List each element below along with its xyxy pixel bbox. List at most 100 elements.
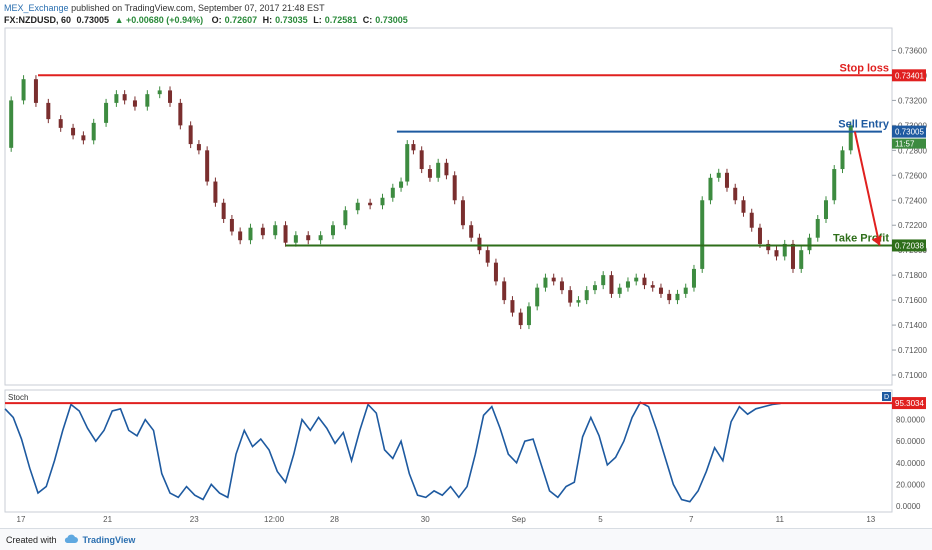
candle-body xyxy=(848,125,853,151)
candle-body xyxy=(248,227,253,241)
candle-body xyxy=(584,290,589,301)
candle-body xyxy=(568,290,573,303)
candle-body xyxy=(419,150,424,170)
candle-body xyxy=(518,312,523,326)
candle-body xyxy=(510,300,515,313)
candle-body xyxy=(436,162,441,178)
level-price-label: 0.73401 xyxy=(895,71,924,80)
candle-body xyxy=(543,277,548,288)
candle-body xyxy=(477,237,482,251)
candle-body xyxy=(733,187,738,201)
candle-body xyxy=(799,250,804,269)
oscillator-tick-label: 20.0000 xyxy=(896,480,925,489)
candle-body xyxy=(390,187,395,198)
candle-body xyxy=(675,293,680,301)
time-tick-label: 17 xyxy=(17,515,26,524)
candle-body xyxy=(399,181,404,188)
candle-body xyxy=(238,231,243,241)
candle-body xyxy=(452,175,457,201)
open-value: 0.72607 xyxy=(224,15,258,25)
oscillator-tick-label: 0.0000 xyxy=(896,502,921,511)
candle-body xyxy=(642,277,647,286)
candle-body xyxy=(741,200,746,213)
tradingview-brand-link[interactable]: TradingView xyxy=(82,534,136,545)
trade-arrow-shaft xyxy=(853,131,881,246)
price-tick-label: 0.71800 xyxy=(898,271,927,280)
low-label: L: xyxy=(313,15,322,25)
candle-body xyxy=(708,177,713,201)
candle-body xyxy=(559,281,564,291)
price-tick-label: 0.73200 xyxy=(898,96,927,105)
oscillator-name: Stoch xyxy=(8,393,28,402)
publish-line: MEX_Exchange published on TradingView.co… xyxy=(4,2,411,14)
candle-body xyxy=(782,243,787,257)
price-tick-label: 0.71000 xyxy=(898,371,927,380)
created-with-label: Created with xyxy=(6,534,57,545)
candle-body xyxy=(502,281,507,301)
candle-body xyxy=(405,144,410,182)
open-label: O: xyxy=(211,15,222,25)
candle-body xyxy=(168,90,173,103)
candle-body xyxy=(625,281,630,288)
time-tick-label: 5 xyxy=(598,515,603,524)
time-tick-label: 28 xyxy=(330,515,339,524)
candle-body xyxy=(683,287,688,294)
countdown-badge xyxy=(892,138,926,149)
time-tick-label: 21 xyxy=(103,515,112,524)
candle-body xyxy=(485,250,490,263)
candle-body xyxy=(380,197,385,206)
published-text: published on TradingView.com, September … xyxy=(71,3,325,13)
candle-body xyxy=(691,268,696,288)
candle-body xyxy=(306,235,311,241)
candle-body xyxy=(196,144,201,151)
candle-body xyxy=(71,127,76,136)
candle-body xyxy=(157,90,162,95)
candle-body xyxy=(145,94,150,107)
candle-body xyxy=(21,79,26,101)
time-tick-label: 13 xyxy=(866,515,875,524)
candle-body xyxy=(774,250,779,257)
price-tick-label: 0.72800 xyxy=(898,146,927,155)
author-link[interactable]: MEX_Exchange xyxy=(4,3,69,13)
candle-body xyxy=(790,243,795,269)
candle-body xyxy=(576,300,581,303)
price-tick-label: 0.72200 xyxy=(898,221,927,230)
candle-body xyxy=(221,202,226,219)
chart-header: MEX_Exchange published on TradingView.co… xyxy=(4,2,411,26)
candle-body xyxy=(460,200,465,226)
candle-body xyxy=(122,94,127,101)
chart-canvas[interactable]: 0.736000.734000.732000.730000.728000.726… xyxy=(0,0,932,528)
candle-body xyxy=(658,287,663,294)
price-tick-label: 0.71600 xyxy=(898,296,927,305)
candle-body xyxy=(667,293,672,301)
price-tick-label: 0.72600 xyxy=(898,171,927,180)
time-tick-label: 11 xyxy=(776,515,785,524)
level-price-badge xyxy=(892,69,926,82)
candle-body xyxy=(318,235,323,241)
candle-body xyxy=(205,150,210,182)
price-pane xyxy=(4,27,893,386)
stoch-value-badge xyxy=(892,397,926,410)
candle-body xyxy=(444,162,449,176)
candle-body xyxy=(273,225,278,236)
candle-body xyxy=(58,119,63,128)
candle-body xyxy=(178,102,183,126)
candle-body xyxy=(757,227,762,244)
last-price: 0.73005 xyxy=(76,15,110,25)
time-tick-label: 12:00 xyxy=(264,515,285,524)
candle-body xyxy=(411,144,416,151)
candle-body xyxy=(9,100,14,148)
level-annotation-1: Sell Entry xyxy=(838,119,890,131)
candle-body xyxy=(700,200,705,269)
price-change: ▲ +0.00680 (+0.94%) xyxy=(114,15,204,25)
candle-body xyxy=(609,275,614,294)
symbol-label[interactable]: FX:NZDUSD, 60 xyxy=(4,15,72,25)
candle-body xyxy=(81,135,86,141)
candle-body xyxy=(104,102,109,123)
high-label: H: xyxy=(262,15,273,25)
candle-body xyxy=(840,150,845,170)
footer-bar: Created with TradingView xyxy=(0,528,932,550)
time-tick-label: 7 xyxy=(689,515,694,524)
candle-body xyxy=(807,237,812,251)
candle-body xyxy=(132,100,137,107)
